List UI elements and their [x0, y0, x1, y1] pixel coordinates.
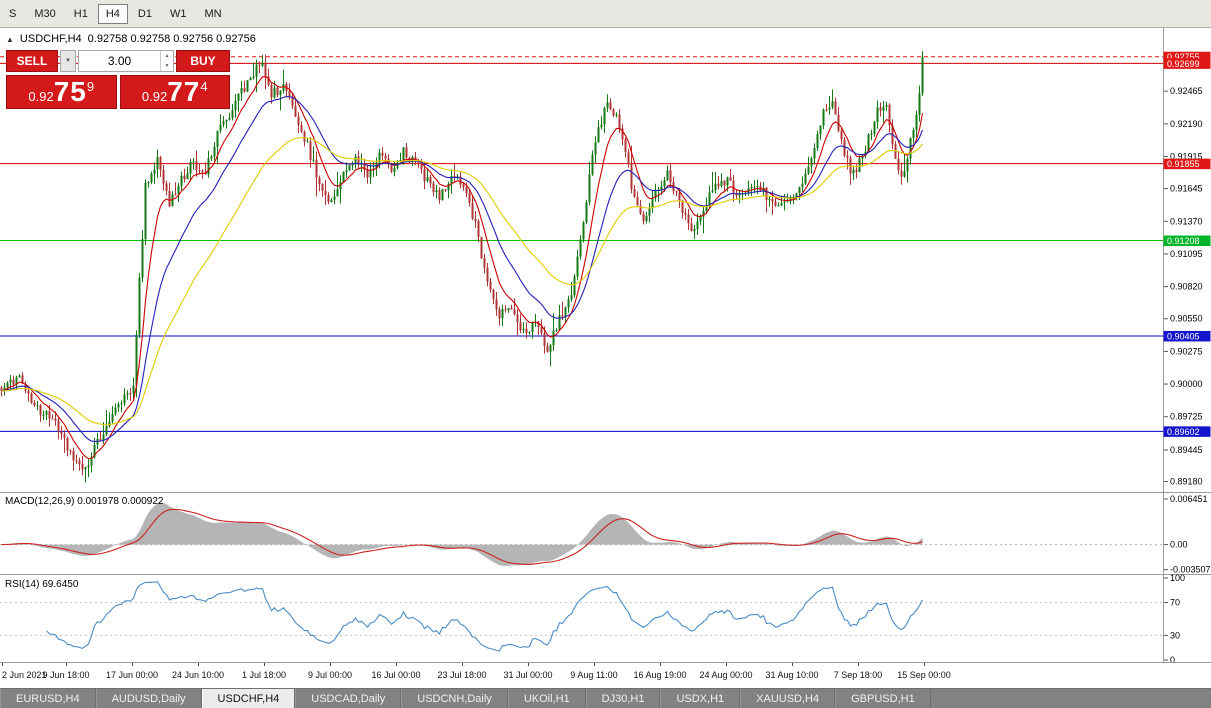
time-axis-label: 2 Jun 2021 — [2, 670, 47, 680]
svg-text:0.90405: 0.90405 — [1167, 331, 1200, 341]
time-axis-label: 24 Aug 00:00 — [699, 670, 753, 680]
macd-panel-plot[interactable] — [0, 502, 1163, 567]
sell-price-prefix: 0.92 — [28, 89, 54, 104]
volume-stepper[interactable]: 3.00 ▲ ▼ — [78, 50, 174, 72]
chart-tab[interactable]: USDX,H1 — [660, 689, 741, 708]
svg-text:0.89445: 0.89445 — [1170, 445, 1203, 455]
main-chart-plot[interactable] — [0, 51, 1163, 483]
timeframe-button[interactable]: D1 — [130, 4, 160, 24]
chart-tab[interactable]: GBPUSD,H1 — [835, 689, 931, 708]
macd-indicator-label: MACD(12,26,9) 0.001978 0.000922 — [5, 496, 164, 507]
sell-price-big-digits: 75 — [53, 76, 87, 107]
time-axis-label: 31 Aug 10:00 — [765, 670, 819, 680]
svg-text:0.89180: 0.89180 — [1170, 476, 1203, 486]
chart-tab[interactable]: UKOil,H1 — [507, 689, 586, 708]
time-axis-label: 16 Jul 00:00 — [371, 670, 421, 680]
time-axis-label: 9 Jun 18:00 — [42, 670, 90, 680]
time-axis-label: 23 Jul 18:00 — [437, 670, 487, 680]
svg-text:0.91208: 0.91208 — [1167, 236, 1200, 246]
sell-price-pip-digit: 9 — [86, 79, 95, 94]
buy-price-pip-digit: 4 — [200, 79, 208, 94]
svg-text:0.90275: 0.90275 — [1170, 346, 1203, 356]
buy-button[interactable]: BUY — [176, 50, 230, 72]
trade-prices-row: 0.92 75 9 0.92 77 4 — [6, 75, 230, 109]
timeframe-button[interactable]: MN — [196, 4, 229, 24]
time-axis-label: 17 Jun 00:00 — [105, 670, 159, 680]
sell-price-box[interactable]: 0.92 75 9 — [6, 75, 117, 109]
volume-down-icon[interactable]: ▼ — [164, 63, 170, 69]
chart-ohlc-values: 0.92758 0.92758 0.92756 0.92756 — [87, 33, 256, 45]
chart-tab[interactable]: USDCHF,H4 — [201, 689, 296, 708]
sell-dropdown-icon[interactable]: ▼ — [60, 50, 76, 72]
svg-text:0.90000: 0.90000 — [1170, 379, 1203, 389]
svg-text:0.90550: 0.90550 — [1170, 314, 1203, 324]
time-axis-label: 16 Aug 19:00 — [633, 670, 687, 680]
svg-text:0.006451: 0.006451 — [1170, 494, 1208, 504]
time-axis-label: 9 Jul 00:00 — [307, 670, 353, 680]
rsi-panel-plot[interactable] — [0, 581, 1163, 652]
chart-tab[interactable]: DJ30,H1 — [585, 689, 661, 708]
buy-price-box[interactable]: 0.92 77 4 — [119, 75, 230, 109]
time-axis-label: 15 Sep 00:00 — [897, 670, 951, 680]
time-axis-label: 31 Jul 00:00 — [503, 670, 553, 680]
chart-tab[interactable]: EURUSD,H4 — [0, 689, 96, 708]
svg-text:30: 30 — [1170, 630, 1180, 640]
chart-tabs-bar: EURUSD,H4 AUDUSD,Daily USDCHF,H4 USDCAD,… — [0, 688, 1211, 708]
time-axis-label: 7 Sep 18:00 — [833, 670, 883, 680]
collapse-panel-icon[interactable]: ▲ — [6, 34, 14, 44]
timeframe-button[interactable]: S — [1, 4, 24, 24]
time-axis-label: 1 Jul 18:00 — [241, 670, 287, 680]
svg-text:0.89602: 0.89602 — [1167, 427, 1200, 437]
chart-symbol-label: USDCHF,H4 — [19, 33, 82, 45]
time-axis: 2 Jun 2021 9 Jun 18:00 17 Jun 00:00 24 J… — [0, 662, 1211, 688]
timeframe-button[interactable]: M30 — [26, 4, 63, 24]
buy-price-big-digits: 77 — [167, 76, 201, 107]
svg-text:0.92465: 0.92465 — [1170, 86, 1203, 96]
svg-text:0.91370: 0.91370 — [1170, 216, 1203, 226]
volume-spinner: ▲ ▼ — [160, 51, 173, 71]
svg-text:0.91645: 0.91645 — [1170, 184, 1203, 194]
svg-text:70: 70 — [1170, 598, 1180, 608]
svg-text:0.00: 0.00 — [1170, 540, 1188, 550]
timeframe-button[interactable]: H1 — [66, 4, 96, 24]
chart-tab[interactable]: USDCNH,Daily — [401, 689, 508, 708]
svg-text:0.90820: 0.90820 — [1170, 282, 1203, 292]
rsi-indicator-label: RSI(14) 69.6450 — [5, 579, 79, 590]
volume-value[interactable]: 3.00 — [107, 54, 132, 68]
svg-text:0.92755: 0.92755 — [1167, 52, 1200, 62]
svg-text:0: 0 — [1170, 655, 1175, 665]
trade-controls-row: SELL ▼ 3.00 ▲ ▼ BUY — [6, 50, 230, 72]
time-axis-label: 24 Jun 10:00 — [171, 670, 225, 680]
chart-tab[interactable]: AUDUSD,Daily — [95, 689, 202, 708]
one-click-trade-panel: SELL ▼ 3.00 ▲ ▼ BUY 0.92 75 9 0.92 77 4 — [6, 50, 230, 109]
time-axis-label: 9 Aug 11:00 — [570, 670, 618, 680]
chart-header: ▲ USDCHF,H4 0.92758 0.92758 0.92756 0.92… — [6, 33, 256, 45]
timeframe-button[interactable]: W1 — [162, 4, 195, 24]
price-axis: 0.92465 0.92190 0.91915 0.91645 0.91370 0.910… — [0, 28, 1211, 666]
volume-up-icon[interactable]: ▲ — [164, 53, 170, 59]
svg-text:100: 100 — [1170, 573, 1185, 583]
sell-button[interactable]: SELL — [6, 50, 58, 72]
svg-text:0.91855: 0.91855 — [1167, 159, 1200, 169]
chart-tab[interactable]: XAUUSD,H4 — [740, 689, 836, 708]
timeframe-toolbar: S M30 H1 H4 D1 W1 MN — [0, 0, 1211, 28]
svg-text:0.89725: 0.89725 — [1170, 412, 1203, 422]
svg-text:0.91915: 0.91915 — [1170, 152, 1203, 162]
timeframe-button[interactable]: H4 — [97, 3, 128, 24]
svg-text:0.92699: 0.92699 — [1167, 59, 1200, 69]
svg-text:-0.003507: -0.003507 — [1170, 565, 1211, 575]
buy-price-prefix: 0.92 — [141, 89, 168, 104]
chart-tab[interactable]: USDCAD,Daily — [295, 689, 402, 708]
svg-text:0.91095: 0.91095 — [1170, 249, 1203, 259]
svg-text:0.92190: 0.92190 — [1170, 119, 1203, 129]
